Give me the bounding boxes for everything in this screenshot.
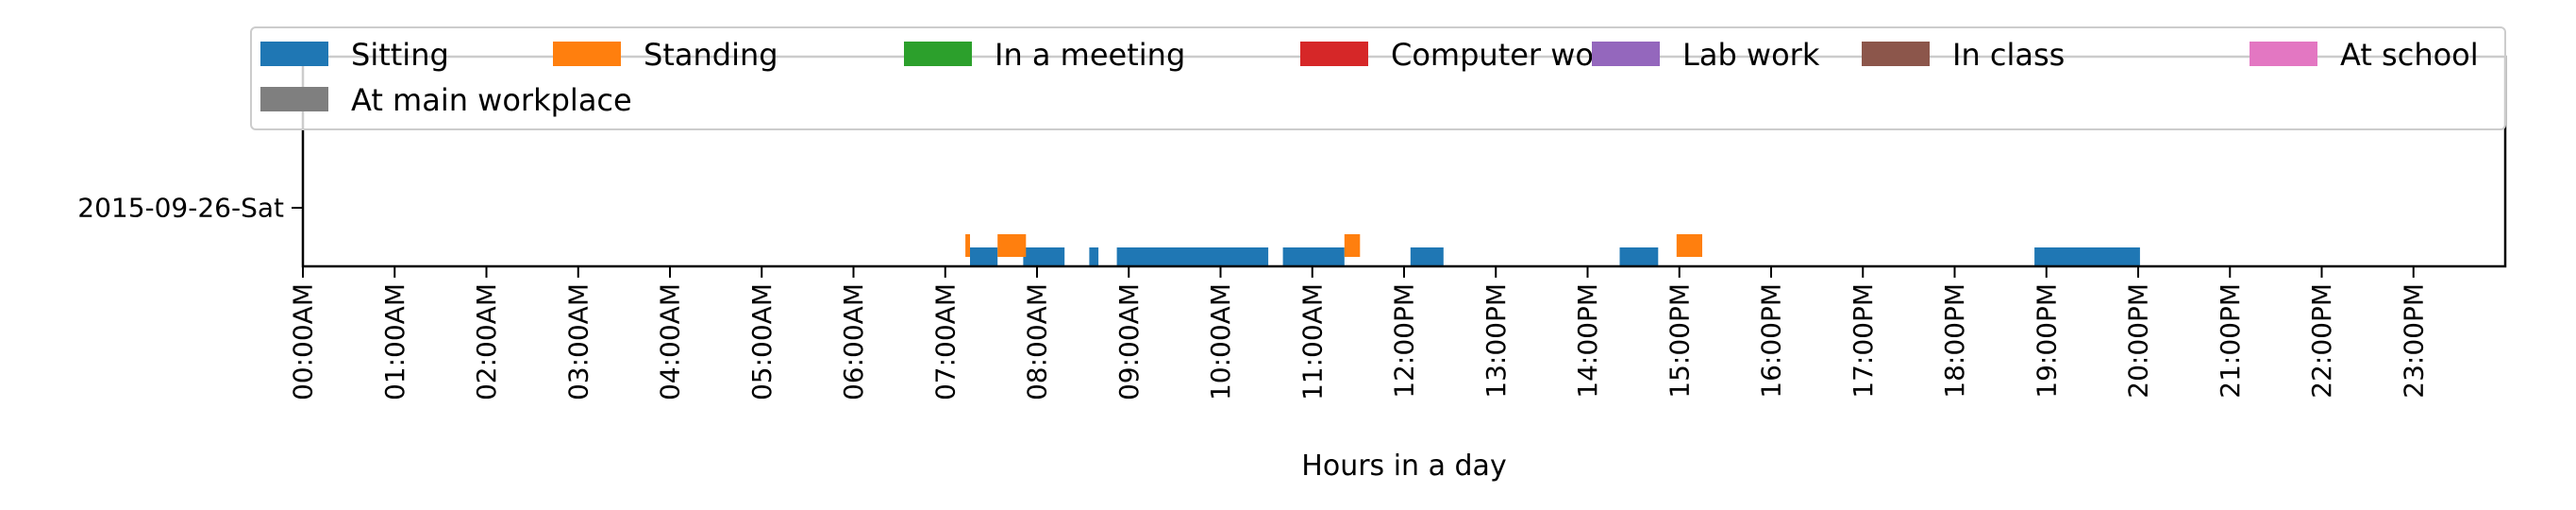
- legend-swatch-lab-work: [1592, 42, 1660, 66]
- legend-label: Sitting: [351, 37, 449, 73]
- x-tick-label: 03:00AM: [562, 283, 594, 400]
- x-tick-label: 11:00AM: [1296, 283, 1328, 400]
- bar-sitting-5: [1410, 247, 1444, 266]
- x-tick-label: 10:00AM: [1205, 283, 1236, 400]
- x-tick-label: 06:00AM: [838, 283, 869, 400]
- x-tick-label: 20:00PM: [2123, 283, 2154, 399]
- x-axis-label: Hours in a day: [1301, 450, 1506, 483]
- legend-swatch-sitting: [260, 42, 328, 66]
- bar-sitting-3: [1116, 247, 1269, 266]
- y-axis-ticks: 2015-09-26-Sat: [77, 193, 303, 224]
- bar-sitting-7: [2034, 247, 2140, 266]
- legend-swatch-in-a-meeting: [904, 42, 972, 66]
- x-tick-label: 09:00AM: [1113, 283, 1145, 400]
- x-tick-label: 19:00PM: [2031, 283, 2062, 399]
- x-tick-label: 05:00AM: [746, 283, 778, 400]
- legend-swatch-standing: [553, 42, 621, 66]
- x-tick-label: 01:00AM: [379, 283, 410, 400]
- bar-standing-0: [965, 234, 970, 257]
- bar-sitting-2: [1089, 247, 1099, 266]
- x-tick-label: 12:00PM: [1389, 283, 1420, 399]
- x-tick-label: 16:00PM: [1756, 283, 1787, 399]
- x-axis-ticks: 00:00AM 01:00AM 02:00AM 03:00AM 04:00AM 05:00…: [288, 266, 2429, 400]
- bar-sitting-4: [1282, 247, 1345, 266]
- x-tick-label: 14:00PM: [1572, 283, 1603, 399]
- x-tick-label: 15:00PM: [1664, 283, 1695, 399]
- legend-label: In a meeting: [995, 37, 1185, 73]
- x-tick-label: 04:00AM: [655, 283, 686, 400]
- legend-label: Standing: [644, 37, 778, 73]
- legend-label: Computer work: [1391, 37, 1624, 73]
- bar-sitting-0: [970, 247, 998, 266]
- y-tick-label: 2015-09-26-Sat: [77, 193, 284, 224]
- x-tick-label: 22:00PM: [2306, 283, 2337, 399]
- legend: Sitting Standing In a meeting Computer work…: [250, 26, 2506, 130]
- legend-label: At school: [2340, 37, 2479, 73]
- bar-sitting-1: [1023, 247, 1065, 266]
- bar-standing-2: [1344, 234, 1361, 257]
- legend-swatch-computer-work: [1300, 42, 1368, 66]
- x-tick-label: 23:00PM: [2398, 283, 2429, 399]
- x-tick-label: 00:00AM: [288, 283, 319, 400]
- legend-label: At main workplace: [351, 82, 632, 118]
- x-tick-label: 08:00AM: [1022, 283, 1053, 400]
- bar-standing-1: [997, 234, 1027, 257]
- legend-swatch-at-main-workplace: [260, 87, 328, 111]
- x-tick-label: 07:00AM: [929, 283, 961, 400]
- x-tick-label: 21:00PM: [2215, 283, 2246, 399]
- legend-swatch-in-class: [1862, 42, 1930, 66]
- x-tick-label: 13:00PM: [1480, 283, 1512, 399]
- bar-sitting-6: [1619, 247, 1659, 266]
- legend-box: [250, 26, 2506, 130]
- x-tick-label: 18:00PM: [1939, 283, 1970, 399]
- x-tick-label: 17:00PM: [1848, 283, 1879, 399]
- legend-label: Lab work: [1682, 37, 1820, 73]
- legend-label: In class: [1952, 37, 2065, 73]
- timeline-bars: [965, 234, 2140, 266]
- x-tick-label: 02:00AM: [471, 283, 502, 400]
- legend-swatch-at-school: [2250, 42, 2317, 66]
- bar-standing-3: [1676, 234, 1702, 257]
